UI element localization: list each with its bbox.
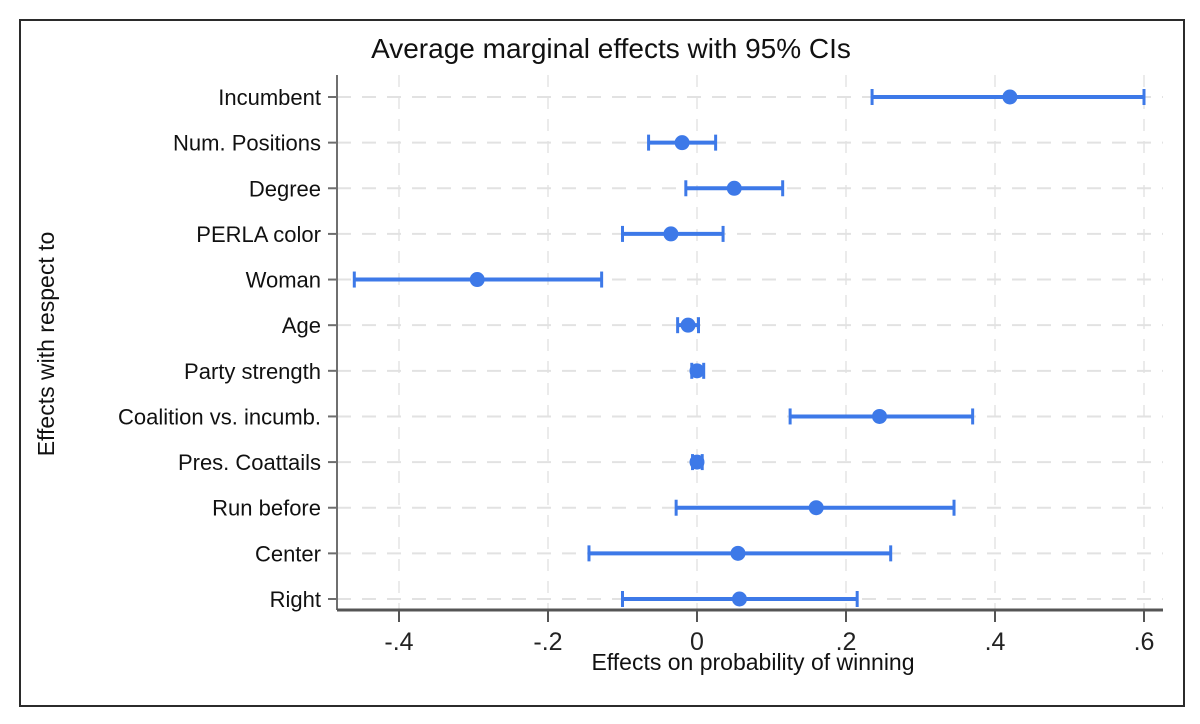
axis-layer	[328, 75, 1163, 622]
point-estimate-marker	[689, 454, 705, 470]
x-axis-label: Effects on probability of winning	[591, 649, 914, 675]
category-label: Run before	[212, 496, 321, 521]
figure-border	[19, 19, 1185, 707]
point-estimate-marker	[1002, 89, 1018, 105]
point-estimate-marker	[689, 363, 705, 379]
category-label: PERLA color	[196, 222, 321, 247]
ci-data-layer	[352, 89, 1146, 607]
category-label: Coalition vs. incumb.	[118, 404, 321, 429]
category-label: Center	[255, 541, 321, 566]
point-estimate-marker	[808, 500, 824, 516]
category-label: Right	[270, 587, 321, 612]
category-label: Pres. Coattails	[178, 450, 321, 475]
chart-title: Average marginal effects with 95% CIs	[371, 33, 851, 64]
x-tick-label: 0	[690, 628, 704, 656]
x-tick-label: .6	[1134, 628, 1155, 656]
point-estimate-marker	[469, 272, 485, 288]
point-estimate-marker	[872, 408, 888, 424]
y-axis-label: Effects with respect to	[33, 232, 59, 457]
category-label: Degree	[249, 176, 321, 201]
category-label: Age	[282, 313, 321, 338]
x-tick-label: .2	[836, 628, 857, 656]
x-tick-label: -.4	[384, 628, 413, 656]
category-label: Incumbent	[218, 85, 321, 110]
point-estimate-marker	[731, 591, 747, 607]
category-label: Party strength	[184, 359, 321, 384]
x-tick-label: -.2	[533, 628, 562, 656]
point-estimate-marker	[726, 180, 742, 196]
category-label: Num. Positions	[173, 131, 321, 156]
point-estimate-marker	[680, 317, 696, 333]
point-estimate-marker	[663, 226, 679, 242]
category-label: Woman	[246, 268, 321, 293]
point-estimate-marker	[730, 545, 746, 561]
grid-layer	[337, 75, 1163, 610]
point-estimate-marker	[674, 135, 690, 151]
label-layer: Incumbent Num. Positions Degree PERLA color…	[118, 85, 1154, 656]
x-tick-label: .4	[985, 628, 1006, 656]
